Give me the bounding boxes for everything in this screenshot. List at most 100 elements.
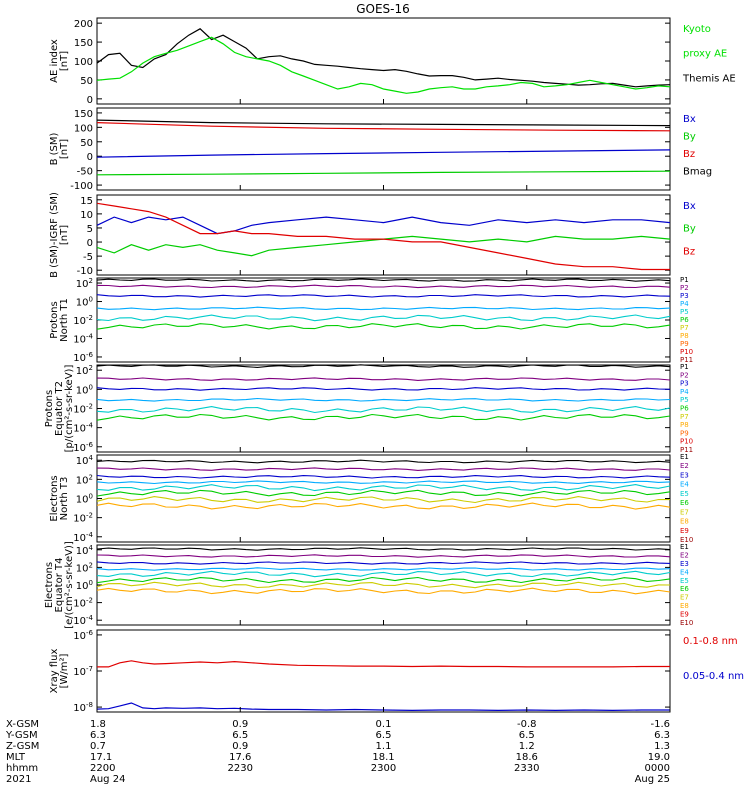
- x-axis-value: -0.8: [517, 719, 537, 730]
- y-tick-label: 10-2: [73, 597, 93, 610]
- legend-entry: E10: [680, 619, 693, 627]
- y-tick-label: 10-2: [73, 314, 93, 327]
- plot-title: GOES-16: [356, 2, 410, 16]
- x-axis-value: 2300: [371, 763, 396, 774]
- series-line: [96, 496, 671, 504]
- series-line: [96, 502, 671, 510]
- y-tick-label: 10-4: [73, 614, 93, 627]
- legend-entry: E9: [680, 611, 689, 619]
- x-axis-value: 0.9: [232, 719, 248, 730]
- y-tick-label: -100: [70, 181, 93, 192]
- series-line: [96, 170, 671, 176]
- series-group: [96, 660, 670, 712]
- y-tick-label: 100: [76, 493, 93, 506]
- series-line: [96, 480, 671, 485]
- x-axis-value: 18.6: [516, 752, 538, 763]
- x-axis-value: 2230: [228, 763, 253, 774]
- y-tick-label: 10-6: [73, 441, 93, 454]
- x-axis-value: 0.9: [232, 741, 248, 752]
- legend-entry: P11: [680, 356, 693, 364]
- x-axis-row-label: hhmm: [6, 763, 38, 774]
- legend-entry: P1: [680, 276, 689, 284]
- legend-entry: E4: [680, 568, 689, 576]
- series-line: [96, 314, 671, 322]
- y-tick-label: 10-2: [73, 512, 93, 525]
- legend-entry: P4: [680, 300, 689, 308]
- legend-entry: E8: [680, 518, 689, 526]
- series-line: [96, 377, 671, 381]
- y-tick-label: 10-2: [73, 403, 93, 416]
- y-tick-label: 10-4: [73, 332, 93, 345]
- legend-entry: P7: [680, 413, 689, 421]
- legend-entry: P9: [680, 429, 689, 437]
- y-tick-label: 0: [87, 238, 93, 249]
- series-group: [96, 202, 671, 271]
- y-tick-label: 100: [76, 383, 93, 396]
- y-tick-label: 10-6: [73, 351, 93, 364]
- legend-entry: E6: [680, 499, 689, 507]
- series-line: [96, 306, 671, 311]
- legend-entry: By: [683, 224, 696, 235]
- y-tick-label: 50: [80, 76, 93, 87]
- series-line: [96, 467, 671, 471]
- y-tick-label: 200: [74, 19, 93, 30]
- legend-entry: Kyoto: [683, 24, 711, 35]
- legend-entry: By: [683, 132, 696, 143]
- legend-entry: 0.1-0.8 nm: [683, 636, 738, 647]
- legend-entry: P10: [680, 348, 693, 356]
- y-tick-label: 0: [87, 152, 93, 163]
- legend-entry: Bz: [683, 149, 695, 160]
- panel-frame: [96, 277, 671, 363]
- y-axis-label: ElectronsEquator T4[e/(cm²-s-sr-keV)]: [44, 541, 75, 629]
- series-line: [96, 122, 671, 132]
- y-axis-label: Xray flux[W/m²]: [49, 649, 70, 694]
- legend-entry: Bx: [683, 114, 696, 125]
- series-line: [96, 567, 671, 571]
- legend-entry: P2: [680, 284, 689, 292]
- x-axis-value: 0.1: [376, 719, 392, 730]
- series-group: [96, 459, 671, 510]
- series-group: [96, 547, 671, 595]
- series-line: [96, 323, 671, 330]
- y-tick-label: 10-4: [73, 531, 93, 544]
- series-line: [96, 474, 671, 479]
- series-group: [96, 364, 671, 421]
- y-tick-label: 102: [76, 473, 93, 486]
- y-axis-label: ElectronsNorth T3: [49, 475, 70, 521]
- series-line: [96, 149, 671, 158]
- legend-entry: E8: [680, 602, 689, 610]
- legend-entry: Bz: [683, 246, 695, 257]
- series-line: [96, 28, 671, 88]
- series-line: [96, 554, 671, 558]
- series-line: [96, 397, 671, 402]
- x-axis-value: 1.3: [654, 741, 670, 752]
- x-axis-value: 6.5: [376, 730, 392, 741]
- y-tick-label: 10-8: [73, 701, 93, 714]
- legend-entry: E3: [680, 471, 689, 479]
- y-tick-label: -50: [77, 167, 93, 178]
- y-tick-label: 15: [80, 196, 93, 207]
- legend-entry: P5: [680, 396, 689, 404]
- legend-entry: 0.05-0.4 nm: [683, 671, 744, 682]
- x-axis-value: 0000: [645, 763, 670, 774]
- legend-entry: E7: [680, 594, 689, 602]
- legend-entry: E5: [680, 577, 689, 585]
- y-tick-label: 102: [76, 561, 93, 574]
- legend-entry: P1: [680, 363, 689, 371]
- y-tick-label: 10: [80, 210, 93, 221]
- x-axis-row-label: X-GSM: [6, 719, 39, 730]
- series-line: [96, 278, 671, 282]
- series-line: [96, 561, 671, 565]
- legend-entry: Bmag: [683, 167, 712, 178]
- panel-frame: [96, 194, 671, 276]
- series-line: [96, 484, 671, 492]
- legend-entry: P6: [680, 316, 689, 324]
- x-axis-value: Aug 24: [90, 774, 125, 785]
- panel-bigrf: 15 10 5 0 -5 -10 B (SM)-IGRF (SM)[nT] Bx By Bz: [49, 192, 696, 278]
- series-line: [96, 216, 671, 235]
- legend-entry: Bx: [683, 201, 696, 212]
- x-axis-value: Aug 25: [635, 774, 670, 785]
- series-line: [96, 413, 671, 421]
- legend-entry: E1: [680, 543, 689, 551]
